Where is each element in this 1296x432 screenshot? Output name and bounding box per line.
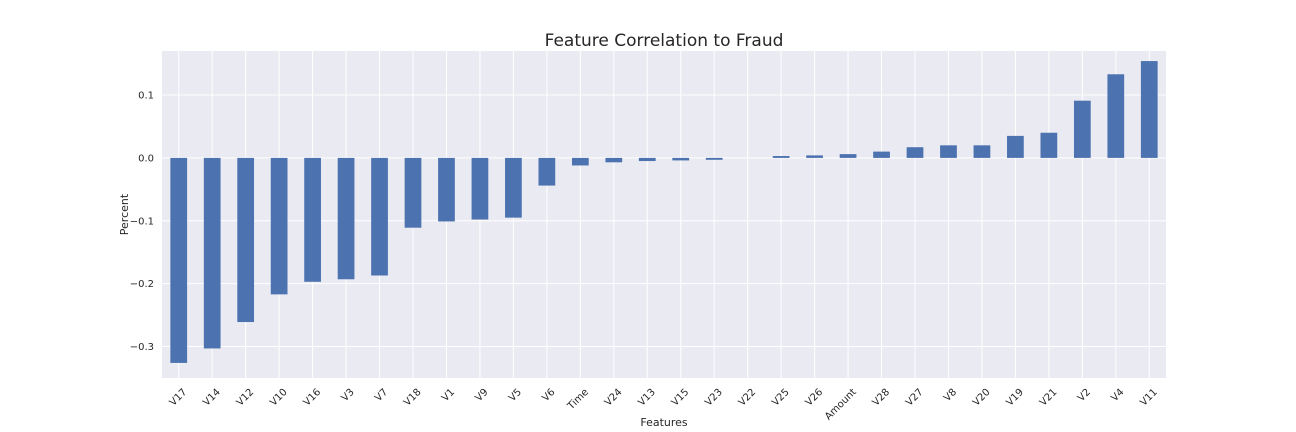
bar-v16 [304,157,321,282]
x-tick-label: V17 [168,387,190,409]
x-tick-label: V3 [340,387,357,404]
x-tick-label: V7 [373,387,390,404]
x-tick-label: V28 [871,387,893,409]
x-tick-label: V8 [942,387,959,404]
bar-v7 [371,157,388,276]
y-tick-label: 0.0 [138,153,154,164]
bar-v12 [237,157,255,323]
x-tick-label: V9 [473,387,490,404]
x-tick-label: V1 [440,387,457,404]
chart-title: Feature Correlation to Fraud [545,31,784,51]
x-tick-label: V15 [670,387,692,409]
x-tick-label: V23 [703,387,725,409]
x-tick-label: V27 [904,387,926,409]
bar-v28 [873,151,890,158]
y-tick-label: −0.2 [130,279,154,290]
bar-v1 [438,157,455,222]
bar-v11 [1140,61,1158,158]
bar-v15 [672,157,690,161]
bar-v9 [471,157,489,220]
bar-v17 [170,157,188,363]
bar-v2 [1073,100,1091,158]
bar-v20 [973,145,991,158]
plot-area [162,51,1166,378]
bar-v10 [270,157,288,295]
x-tick-label: V13 [636,387,658,409]
x-tick-label: Time [565,387,591,413]
x-tick-label: V24 [603,387,625,409]
bar-v6 [538,157,556,186]
bar-v27 [906,147,924,158]
x-tick-label: V16 [302,387,324,409]
x-axis-title: Features [640,416,688,429]
x-tick-label: V18 [402,387,424,409]
bar-v4 [1107,74,1125,158]
bar-v23 [705,157,723,160]
x-tick-label: V11 [1138,387,1160,409]
x-tick-label: V19 [1004,387,1026,409]
y-tick-label: 0.1 [138,91,154,102]
x-tick-label: V26 [804,387,826,409]
bar-v3 [337,157,355,280]
x-tick-label: V4 [1109,387,1126,404]
bar-time [571,157,589,166]
y-tick-label: −0.1 [130,216,154,227]
x-tick-label: V20 [971,387,993,409]
x-tick-label: V14 [201,387,223,409]
x-tick-label: V12 [235,387,257,409]
bars [170,61,1158,363]
x-tick-label: Amount [823,387,859,423]
bar-v25 [772,156,790,158]
x-tick-label: V10 [268,387,290,409]
x-tick-label: V22 [737,387,759,409]
x-tick-label: V25 [770,387,792,409]
bar-v5 [505,157,522,218]
bar-v19 [1007,135,1024,158]
bar-amount [839,154,857,158]
bar-v26 [806,155,823,158]
bar-v24 [605,157,623,163]
bar-v14 [203,157,221,349]
x-tick-label: V6 [540,387,557,404]
bar-v18 [404,157,422,228]
x-tick-label: V2 [1076,387,1093,404]
bar-v8 [940,145,957,158]
x-tick-label: V21 [1038,387,1060,409]
y-tick-label: −0.3 [130,342,154,353]
x-tick-label: V5 [507,387,524,404]
y-tick-labels: −0.3 −0.2 −0.1 0.0 0.1 [130,91,154,354]
bar-v13 [638,157,656,162]
bar-v21 [1040,132,1058,158]
y-axis-title: Percent [118,193,131,235]
